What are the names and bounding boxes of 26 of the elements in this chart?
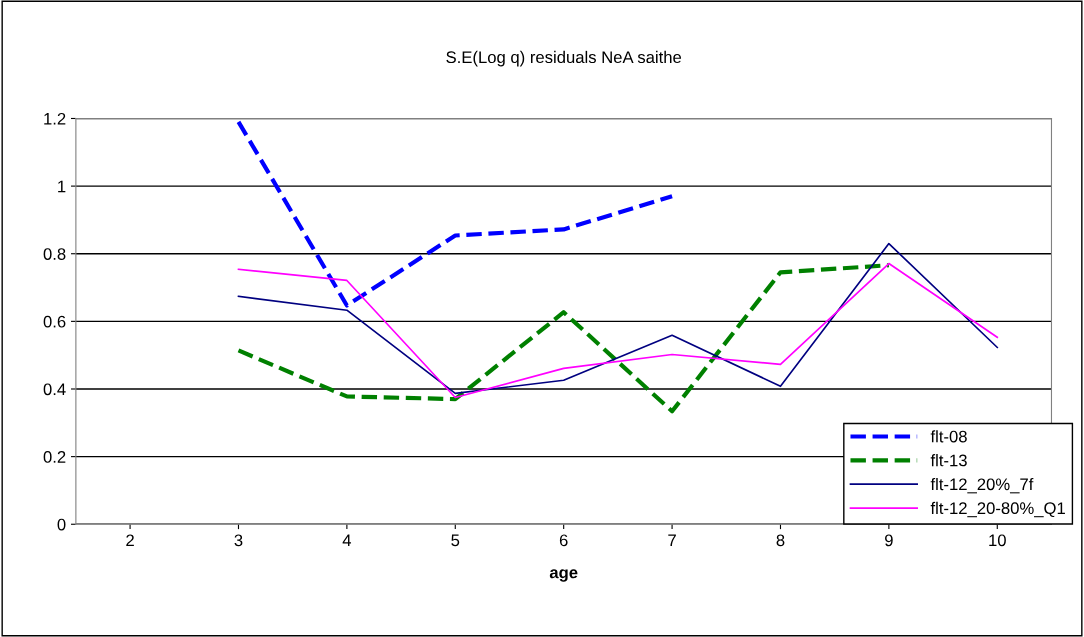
legend-label: flt-12_20%_7f xyxy=(930,477,1034,494)
y-tick-label: 0.2 xyxy=(43,451,66,463)
legend-label: flt-12_20-80%_Q1 xyxy=(930,501,1065,518)
line-series xyxy=(236,263,891,414)
x-tick-label: 6 xyxy=(559,534,568,547)
y-tick-label: 0.6 xyxy=(43,315,66,328)
x-tick-label: 8 xyxy=(776,534,785,547)
x-tick-label: 9 xyxy=(885,534,893,547)
y-tick-label: 1 xyxy=(58,180,66,193)
line-series xyxy=(236,119,675,308)
line-series xyxy=(237,262,999,399)
legend-label: flt-13 xyxy=(930,454,967,467)
x-tick-label: 7 xyxy=(668,534,676,547)
y-tick-label: 0 xyxy=(57,518,66,531)
y-tick-label: 0.4 xyxy=(43,383,66,396)
x-tick-label: 4 xyxy=(342,534,352,547)
legend-label: flt-08 xyxy=(930,430,967,443)
y-tick-label: 1.2 xyxy=(44,112,66,125)
x-tick-label: 10 xyxy=(989,534,1006,547)
x-tick-label: 3 xyxy=(234,534,243,547)
chart-title: S.E(Log q) residuals NeA saithe xyxy=(446,50,682,67)
x-tick-label: 2 xyxy=(126,534,134,547)
x-axis-title: age xyxy=(549,569,578,582)
x-tick-label: 5 xyxy=(451,534,460,547)
y-tick-label: 0.8 xyxy=(43,248,66,260)
line-series xyxy=(237,242,999,395)
